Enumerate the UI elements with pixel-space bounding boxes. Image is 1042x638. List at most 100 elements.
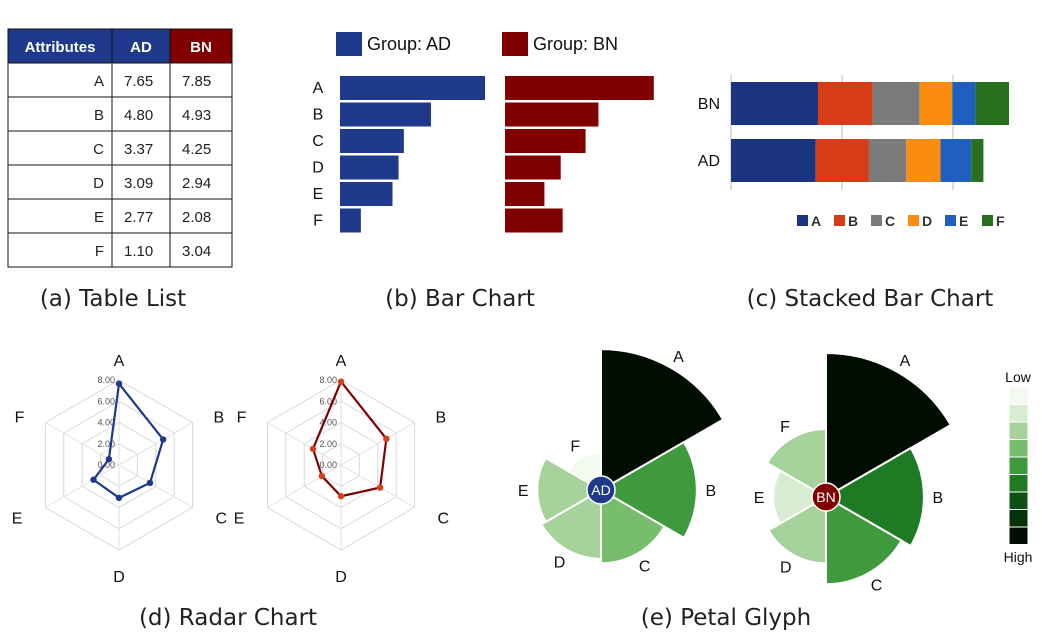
colorscale-swatch bbox=[1008, 439, 1029, 458]
petal-axis-label: E bbox=[518, 483, 529, 500]
bar-bn bbox=[505, 129, 586, 153]
table-cell bbox=[7, 232, 113, 268]
bar-category-label: C bbox=[312, 133, 324, 150]
colorscale-high-label: High bbox=[1004, 549, 1033, 565]
petal-axis-label: F bbox=[780, 419, 790, 436]
bar-category-label: F bbox=[313, 213, 323, 230]
petal-sector bbox=[536, 456, 604, 524]
radar-axis-label: D bbox=[113, 569, 125, 586]
petal-sector bbox=[825, 495, 903, 586]
bar-ad bbox=[340, 76, 485, 100]
petal-sector bbox=[767, 495, 827, 565]
colorscale-swatch bbox=[1008, 386, 1029, 405]
petal-axis-label: A bbox=[673, 349, 684, 366]
colorscale-swatch bbox=[1008, 474, 1029, 493]
petal-center-label: BN bbox=[816, 489, 835, 505]
table-cell-value: F bbox=[95, 243, 104, 260]
legend-swatch-ad bbox=[336, 32, 362, 56]
radar-tick-label: 4.00 bbox=[319, 418, 337, 428]
radar-point bbox=[309, 445, 317, 453]
table-cell-value: 4.25 bbox=[182, 141, 211, 158]
petal-axis-label: A bbox=[900, 353, 911, 370]
table-cell bbox=[7, 198, 113, 234]
colorscale-low-label: Low bbox=[1005, 369, 1032, 385]
radar-tick-label: 8.00 bbox=[319, 375, 337, 385]
stacked-legend-swatch bbox=[908, 215, 919, 226]
table-cell-value: 2.94 bbox=[182, 175, 211, 192]
stacked-legend-label: D bbox=[922, 213, 932, 229]
stacked-legend-label: C bbox=[885, 213, 895, 229]
radar-point bbox=[383, 435, 390, 443]
table-cell-value: 3.09 bbox=[124, 175, 153, 192]
stacked-segment bbox=[906, 139, 941, 182]
petal-center-label: AD bbox=[591, 482, 610, 498]
stacked-legend-swatch bbox=[834, 215, 845, 226]
radar-point bbox=[90, 476, 97, 483]
table-header-cell bbox=[7, 28, 113, 64]
bar-bn bbox=[505, 182, 545, 206]
table-cell bbox=[7, 130, 113, 166]
colorscale-swatch bbox=[1008, 491, 1029, 510]
table-cell-value: B bbox=[94, 107, 104, 124]
stacked-legend-label: A bbox=[811, 213, 821, 229]
petal-glyph-chart: A B C D E F AD A B C D E F BN Low High bbox=[518, 348, 1033, 595]
stacked-segment bbox=[952, 82, 976, 125]
stacked-legend-swatch bbox=[982, 215, 993, 226]
colorscale-swatch bbox=[1008, 404, 1029, 423]
caption-bar-chart: (b) Bar Chart bbox=[385, 286, 535, 312]
bar-category-label: B bbox=[313, 107, 324, 124]
radar-spoke bbox=[340, 422, 415, 466]
bar-bn bbox=[505, 208, 563, 233]
radar-axis-label: D bbox=[335, 569, 347, 586]
stacked-segment bbox=[975, 82, 1009, 125]
table-cell-value: 3.37 bbox=[124, 141, 153, 158]
table-cell-value: 7.65 bbox=[124, 73, 153, 90]
table-cell-value: C bbox=[93, 141, 104, 158]
radar-point bbox=[146, 479, 154, 487]
radar-axis-label: F bbox=[237, 410, 247, 427]
radar-chart: 0.00 2.00 4.00 6.00 8.00 A B C D E F 0.00 2.00 4.00 6.… bbox=[12, 353, 449, 586]
stacked-segment bbox=[815, 139, 869, 182]
petal-sector bbox=[598, 440, 698, 540]
caption-petal-glyph: (e) Petal Glyph bbox=[641, 605, 811, 631]
bar-bn bbox=[505, 102, 599, 127]
table-header-label: AD bbox=[130, 39, 152, 56]
petal-axis-label: E bbox=[754, 490, 765, 507]
table-cell bbox=[169, 232, 233, 268]
table-cell-value: D bbox=[93, 175, 104, 192]
radar-axis-label: B bbox=[214, 410, 225, 427]
radar-axis-label: E bbox=[12, 511, 23, 528]
table-cell bbox=[169, 198, 233, 234]
radar-tick-label: 6.00 bbox=[97, 396, 115, 406]
table-cell bbox=[111, 164, 171, 200]
bar-category-label: E bbox=[313, 186, 324, 203]
bar-ad bbox=[340, 182, 393, 206]
stacked-bar-chart: BN AD A B C D E F bbox=[698, 75, 1009, 229]
table-header-label: BN bbox=[190, 39, 212, 56]
stacked-segment bbox=[872, 82, 920, 125]
stacked-segment bbox=[868, 139, 907, 182]
table-cell-value: E bbox=[94, 209, 104, 226]
radar-tick-label: 8.00 bbox=[97, 375, 115, 385]
radar-axis-label: C bbox=[216, 511, 228, 528]
radar-point bbox=[318, 472, 326, 480]
radar-tick-label: 0.00 bbox=[319, 460, 337, 470]
caption-radar-chart: (d) Radar Chart bbox=[139, 605, 317, 631]
petal-center bbox=[811, 482, 841, 512]
radar-point bbox=[337, 493, 345, 500]
petal-center bbox=[586, 475, 616, 505]
stacked-segment bbox=[731, 82, 818, 125]
table-header-cell bbox=[111, 28, 171, 64]
radar-tick-label: 4.00 bbox=[97, 418, 115, 428]
radar-axis-label: E bbox=[234, 511, 245, 528]
bar-bn bbox=[505, 76, 654, 100]
petal-axis-label: C bbox=[639, 559, 651, 576]
bar-ad bbox=[340, 102, 431, 127]
table-cell-value: 7.85 bbox=[182, 73, 211, 90]
stacked-legend-label: F bbox=[996, 213, 1005, 229]
petal-sector bbox=[600, 348, 725, 492]
radar-spoke bbox=[267, 464, 342, 508]
table-cell bbox=[169, 130, 233, 166]
radar-spoke bbox=[45, 464, 120, 508]
petal-sector bbox=[600, 488, 666, 565]
